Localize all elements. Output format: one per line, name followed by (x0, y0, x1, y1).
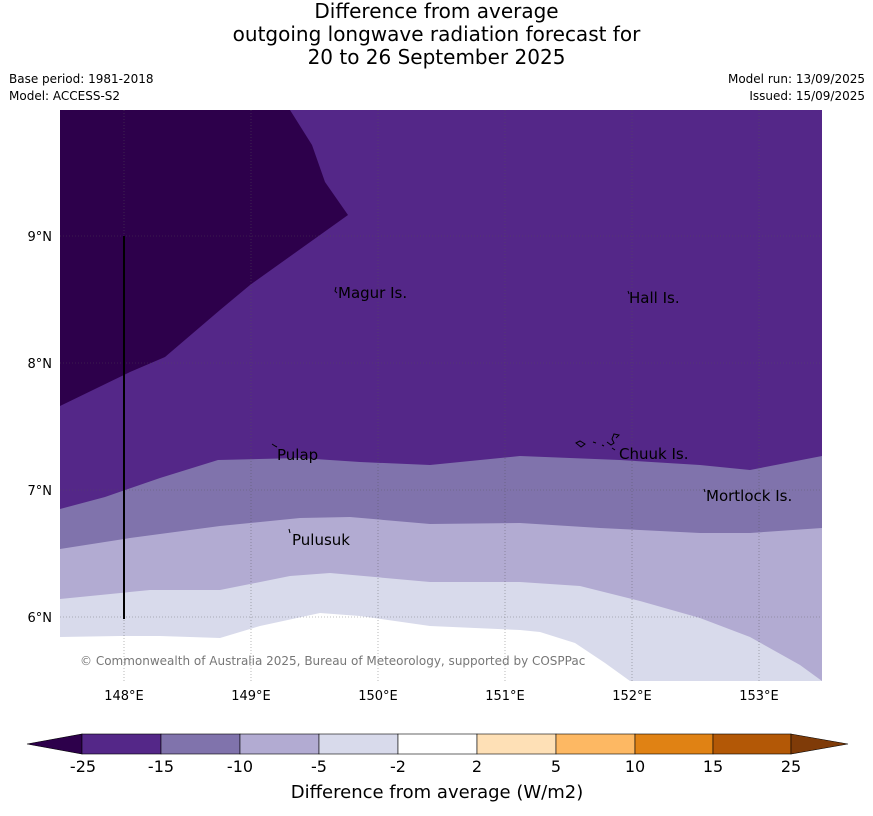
title-line-2: outgoing longwave radiation forecast for (232, 22, 641, 46)
colorbar-tick-0: -25 (70, 757, 96, 776)
model-run: Model run: 13/09/2025 (727, 72, 865, 86)
lat-label-9n: 9°N (28, 230, 53, 245)
base-period: Base period: 1981-2018 (9, 72, 154, 86)
colorbar-tick-2: -10 (227, 757, 253, 776)
colorbar-tick-5: 2 (472, 757, 482, 776)
place-chuuk-is: Chuuk Is. (619, 445, 688, 463)
colorbar-tick-8: 15 (703, 757, 723, 776)
metadata-right: Model run: 13/09/2025 Issued: 15/09/2025 (728, 71, 865, 105)
colorbar-label: Difference from average (W/m2) (291, 782, 583, 803)
colorbar-swatch-8 (634, 733, 714, 755)
colorbar-extend-low (26, 733, 83, 755)
colorbar-extend-high (790, 733, 849, 755)
lon-label-153e: 153°E (739, 689, 779, 704)
colorbar-swatch-7 (555, 733, 636, 755)
colorbar-swatch-9 (712, 733, 792, 755)
issued-date: Issued: 15/09/2025 (749, 89, 865, 103)
colorbar-swatch-5 (397, 733, 478, 755)
island-outlines (271, 286, 706, 534)
model-name: Model: ACCESS-S2 (9, 89, 121, 103)
lon-label-148e: 148°E (104, 689, 144, 704)
colorbar-swatch-1 (81, 733, 162, 755)
colorbar-tick-7: 10 (625, 757, 645, 776)
map-title: Difference from average outgoing longwav… (0, 0, 873, 69)
place-mortlock-is: Mortlock Is. (706, 487, 792, 505)
colorbar-tick-4: -2 (390, 757, 406, 776)
lat-label-6n: 6°N (28, 611, 53, 626)
place-pulusuk: Pulusuk (292, 531, 350, 549)
colorbar-tick-1: -15 (148, 757, 174, 776)
title-line-1: Difference from average (314, 0, 559, 23)
colorbar-swatch-2 (160, 733, 241, 755)
metadata-left: Base period: 1981-2018 Model: ACCESS-S2 (9, 71, 154, 105)
band-minus-2-to-2 (60, 613, 630, 681)
colorbar-swatch-3 (239, 733, 320, 755)
colorbar-tick-3: -5 (311, 757, 327, 776)
map-area (60, 110, 822, 681)
lat-label-7n: 7°N (28, 484, 53, 499)
gridlines (60, 110, 822, 681)
place-pulap: Pulap (277, 446, 318, 464)
colorbar-tick-6: 5 (551, 757, 561, 776)
colorbar-swatch-4 (318, 733, 399, 755)
lon-label-152e: 152°E (612, 689, 652, 704)
lon-label-150e: 150°E (358, 689, 398, 704)
colorbar: -25 -15 -10 -5 -2 2 5 10 15 25 Differenc… (26, 733, 849, 803)
lat-label-8n: 8°N (28, 357, 53, 372)
title-line-3: 20 to 26 September 2025 (307, 45, 566, 69)
lon-label-149e: 149°E (231, 689, 271, 704)
copyright-notice: © Commonwealth of Australia 2025, Bureau… (80, 654, 585, 668)
place-hall-is: Hall Is. (629, 289, 680, 307)
place-magur-is: Magur Is. (338, 284, 407, 302)
colorbar-tick-9: 25 (781, 757, 801, 776)
colorbar-swatch-6 (476, 733, 557, 755)
lon-label-151e: 151°E (485, 689, 525, 704)
